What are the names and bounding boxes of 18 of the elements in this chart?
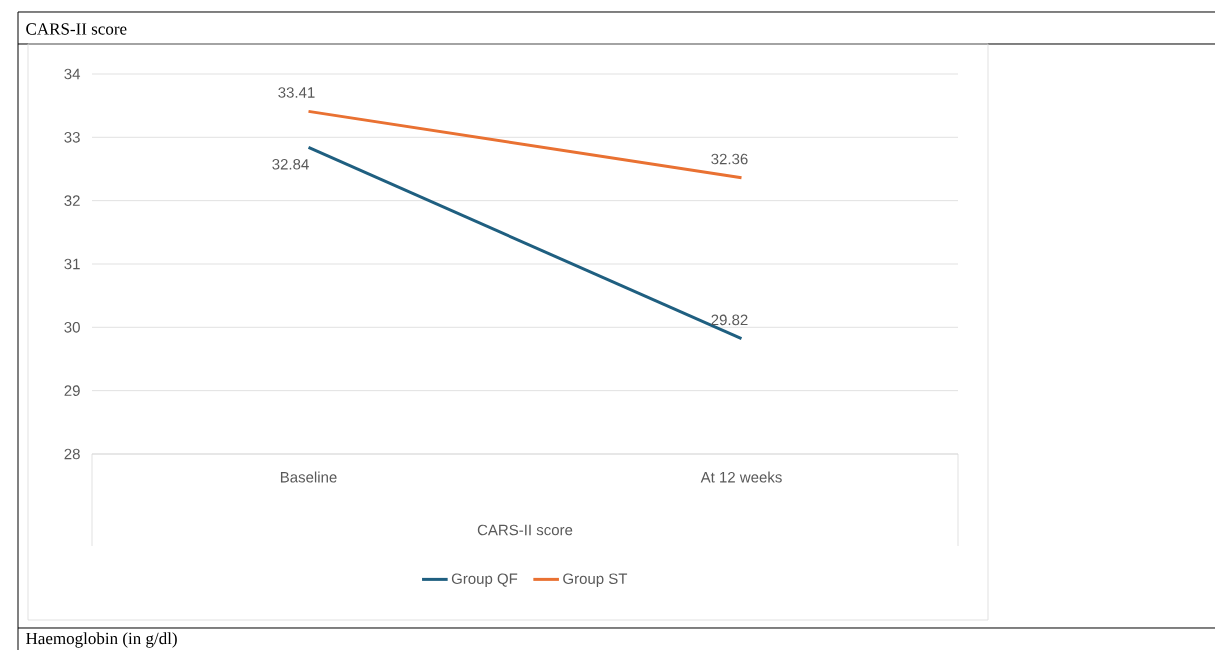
data-label: 29.82 (711, 314, 748, 326)
legend-label: Group QF (451, 573, 518, 587)
text: Haemoglobin (in g/dl) (26, 632, 177, 648)
x-axis-title: CARS-II score (477, 524, 573, 536)
y-tick-label: 32 (64, 195, 80, 206)
y-tick-label: 29 (64, 385, 80, 396)
y-tick-label: 33 (64, 132, 80, 143)
x-tick-label: Baseline (280, 471, 337, 483)
chart-title: CARS-II score (26, 23, 127, 35)
y-tick-label: 34 (64, 68, 81, 80)
data-label: 33.41 (278, 87, 315, 98)
y-tick-label: 30 (64, 322, 80, 333)
y-tick-label: 28 (64, 448, 80, 460)
data-label: 32.36 (711, 153, 748, 165)
data-label: 32.84 (272, 158, 309, 170)
legend-label: Group ST (563, 573, 628, 587)
x-tick-label: At 12 weeks (700, 471, 782, 483)
y-tick-label: 31 (64, 258, 80, 270)
